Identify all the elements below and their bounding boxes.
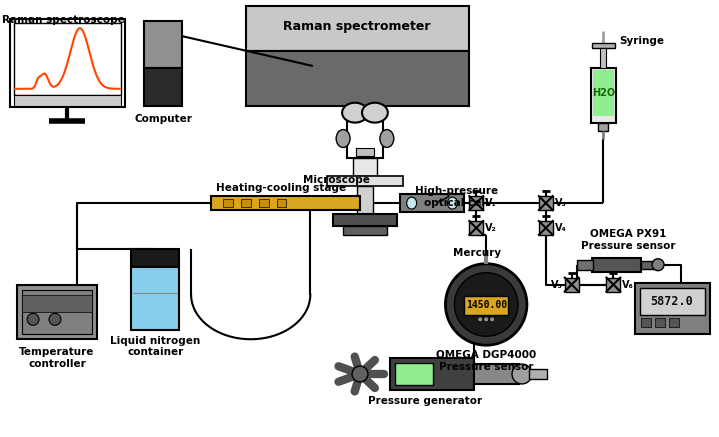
Ellipse shape [342,103,368,123]
Bar [223,199,233,207]
Ellipse shape [447,197,457,209]
Bar [592,70,614,116]
Text: 1450.00: 1450.00 [466,301,507,310]
Ellipse shape [380,129,394,147]
Bar [577,260,592,270]
Bar [132,249,179,267]
Bar [400,194,464,212]
Bar [606,277,620,291]
Bar [145,68,182,106]
Bar [333,214,397,226]
Text: Pressure generator: Pressure generator [367,396,482,406]
Bar [145,21,182,68]
Ellipse shape [512,364,532,384]
Bar [246,51,470,106]
Text: Raman spectrometer: Raman spectrometer [283,20,431,33]
Bar [470,221,483,235]
Bar [246,7,470,51]
Ellipse shape [352,366,368,382]
Text: Computer: Computer [134,114,192,124]
Bar [259,199,269,207]
Text: Temperature
controller: Temperature controller [19,347,95,369]
Text: Heating-cooling stage: Heating-cooling stage [216,183,346,193]
Ellipse shape [446,264,527,345]
Ellipse shape [477,317,482,322]
Ellipse shape [407,197,416,209]
Bar [475,364,519,384]
Text: V₆: V₆ [623,280,634,290]
Ellipse shape [49,313,61,325]
Text: 5872.0: 5872.0 [651,295,693,308]
Bar [395,363,433,385]
Bar [241,199,251,207]
Text: Raman spectroscope: Raman spectroscope [2,15,125,25]
Bar [464,295,508,316]
Bar [641,319,651,327]
Ellipse shape [652,259,664,271]
Text: High-pressure
optical cell: High-pressure optical cell [415,186,498,208]
Ellipse shape [484,317,489,322]
Bar [22,290,92,334]
Bar [635,283,710,334]
Ellipse shape [336,129,350,147]
Text: H2O: H2O [592,88,615,98]
Text: V₃: V₃ [555,198,567,208]
Ellipse shape [454,273,518,336]
Bar [353,158,377,176]
Bar [470,196,483,210]
Bar [600,48,606,68]
Bar [592,258,641,272]
Bar [669,319,679,327]
Bar [343,226,387,235]
Bar [14,95,121,106]
Bar [590,68,616,123]
Bar [17,284,96,339]
Bar [655,319,665,327]
Text: V₅: V₅ [551,280,563,290]
Text: Syringe: Syringe [619,36,664,46]
Bar [327,176,403,186]
Text: V₄: V₄ [555,223,567,233]
Text: OMEGA PX91
Pressure sensor: OMEGA PX91 Pressure sensor [581,229,676,251]
Ellipse shape [362,103,388,123]
Text: Liquid nitrogen
container: Liquid nitrogen container [110,336,201,357]
Bar [390,358,475,390]
Ellipse shape [27,313,39,325]
Ellipse shape [490,317,495,322]
Bar [22,295,92,312]
Bar [10,19,124,107]
Text: V₂: V₂ [485,223,497,233]
Text: V₁: V₁ [485,198,497,208]
Bar [641,261,655,269]
Bar [529,369,547,379]
Bar [539,196,553,210]
Bar [132,265,179,330]
Bar [14,23,121,95]
Bar [564,277,579,291]
Text: OMEGA DGP4000
Pressure sensor: OMEGA DGP4000 Pressure sensor [436,350,536,372]
Text: Mercury: Mercury [453,248,501,258]
Bar [539,221,553,235]
Bar [356,149,374,156]
Bar [277,199,286,207]
Bar [211,196,360,210]
Text: Microscope: Microscope [303,175,370,185]
Bar [592,43,615,48]
Bar [640,288,705,316]
Bar [347,118,383,158]
Bar [598,123,608,131]
Bar [357,186,373,214]
